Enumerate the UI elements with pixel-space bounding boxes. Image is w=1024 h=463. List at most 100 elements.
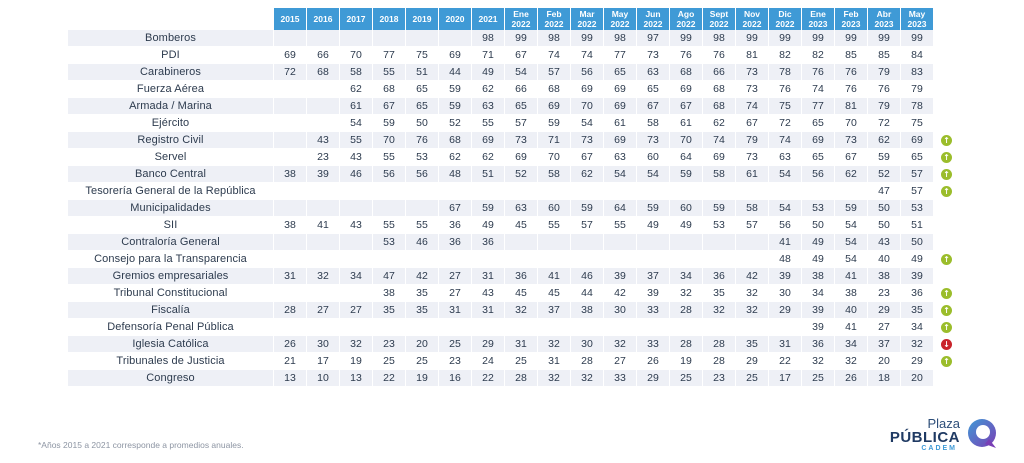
table-cell: 51	[901, 217, 934, 234]
table-cell: 22	[472, 370, 505, 387]
table-cell: 47	[868, 183, 901, 200]
table-cell: 32	[901, 336, 934, 353]
table-cell: 56	[802, 166, 835, 183]
table-cell: 26	[637, 353, 670, 370]
table-cell: 65	[505, 98, 538, 115]
table-cell: 29	[472, 336, 505, 353]
table-cell: 79	[868, 98, 901, 115]
table-cell: 84	[901, 47, 934, 64]
table-cell	[307, 319, 340, 336]
table-cell: 24	[472, 353, 505, 370]
table-cell: 28	[274, 302, 307, 319]
table-cell: 73	[736, 81, 769, 98]
table-cell: 44	[571, 285, 604, 302]
table-cell: 99	[802, 30, 835, 47]
column-header: 2019	[406, 8, 439, 30]
table-row: Servel 23 43 55 53 62 62 69 70 67 63 60 64 69 73 63 65 67…	[68, 149, 934, 166]
table-cell: 73	[637, 47, 670, 64]
table-cell: 58	[736, 200, 769, 217]
row-label: Servel	[68, 149, 274, 166]
table-cell: 31	[472, 268, 505, 285]
table-cell	[670, 234, 703, 251]
column-header-text: Mar	[579, 9, 595, 19]
table-cell: 67	[505, 47, 538, 64]
table-cell: 49	[472, 217, 505, 234]
table-cell	[274, 200, 307, 217]
table-cell: 50	[406, 115, 439, 132]
row-label: PDI	[68, 47, 274, 64]
table-cell: 37	[868, 336, 901, 353]
table-cell: 67	[571, 149, 604, 166]
row-label: Iglesia Católica	[68, 336, 274, 353]
table-cell	[703, 234, 736, 251]
table-cell: 99	[670, 30, 703, 47]
column-header-text: 2021	[478, 14, 498, 24]
table-cell: 76	[802, 64, 835, 81]
table-cell: 61	[604, 115, 637, 132]
table-cell	[340, 200, 373, 217]
table-cell	[274, 183, 307, 200]
table-cell: 79	[868, 64, 901, 81]
table-cell	[340, 183, 373, 200]
table-cell: 54	[637, 166, 670, 183]
table-cell: 38	[835, 285, 868, 302]
table-cell	[439, 30, 472, 47]
table-cell: 43	[340, 217, 373, 234]
table-cell: 61	[670, 115, 703, 132]
table-cell	[571, 251, 604, 268]
table-row: Fiscalía 28 27 27 35 35 31 31 32 37 38 30 33 28 32 32 29…	[68, 302, 934, 319]
table-cell	[571, 234, 604, 251]
table-cell: 62	[439, 149, 472, 166]
table-cell: 73	[637, 132, 670, 149]
column-header: 2015	[274, 8, 307, 30]
table-cell: 79	[736, 132, 769, 149]
table-cell	[307, 200, 340, 217]
table-cell: 59	[538, 115, 571, 132]
column-header-text: Ene	[513, 9, 529, 19]
table-row: Fuerza Aérea 62 68 65 59 62 66 68 69 69 65 69 68 73 76…	[68, 81, 934, 98]
table-cell	[406, 183, 439, 200]
table-cell: 53	[802, 200, 835, 217]
table-cell	[505, 319, 538, 336]
table-cell: 56	[406, 166, 439, 183]
row-label: Consejo para la Transparencia	[68, 251, 274, 268]
table-cell: 69	[901, 132, 934, 149]
speech-bubble-logo-icon	[968, 419, 996, 448]
table-cell: 58	[637, 115, 670, 132]
table-cell	[604, 183, 637, 200]
table-cell: 59	[670, 166, 703, 183]
table-cell: 69	[274, 47, 307, 64]
table-cell: 34	[802, 285, 835, 302]
table-cell: 82	[802, 47, 835, 64]
column-header-text: 2022	[709, 19, 729, 29]
table-cell	[769, 319, 802, 336]
column-header: May 2023	[901, 8, 934, 30]
table-row: Iglesia Católica 26 30 32 23 20 25 29 31 32 30 32 33…	[68, 336, 934, 353]
table-cell: 35	[901, 302, 934, 319]
table-cell: 27	[307, 302, 340, 319]
table-cell	[802, 183, 835, 200]
column-header: 2016	[307, 8, 340, 30]
table-cell	[439, 319, 472, 336]
column-header-text: Feb	[546, 9, 562, 19]
table-cell	[670, 183, 703, 200]
table-cell: 67	[637, 98, 670, 115]
table-cell: 70	[538, 149, 571, 166]
table-cell: 35	[406, 302, 439, 319]
column-header: Feb 2022	[538, 8, 571, 30]
table-cell: 85	[835, 47, 868, 64]
table-cell: 39	[604, 268, 637, 285]
table-cell: 54	[505, 64, 538, 81]
table-cell: 73	[736, 149, 769, 166]
table-cell: 62	[340, 81, 373, 98]
table-cell	[307, 98, 340, 115]
row-label: Congreso	[68, 370, 274, 387]
table-cell: 41	[835, 319, 868, 336]
logo-line-1: Plaza	[927, 416, 960, 431]
table-cell: 55	[373, 64, 406, 81]
table-cell	[637, 319, 670, 336]
table-cell: 70	[835, 115, 868, 132]
table-cell: 76	[835, 64, 868, 81]
table-cell: 72	[868, 115, 901, 132]
table-cell: 20	[901, 370, 934, 387]
